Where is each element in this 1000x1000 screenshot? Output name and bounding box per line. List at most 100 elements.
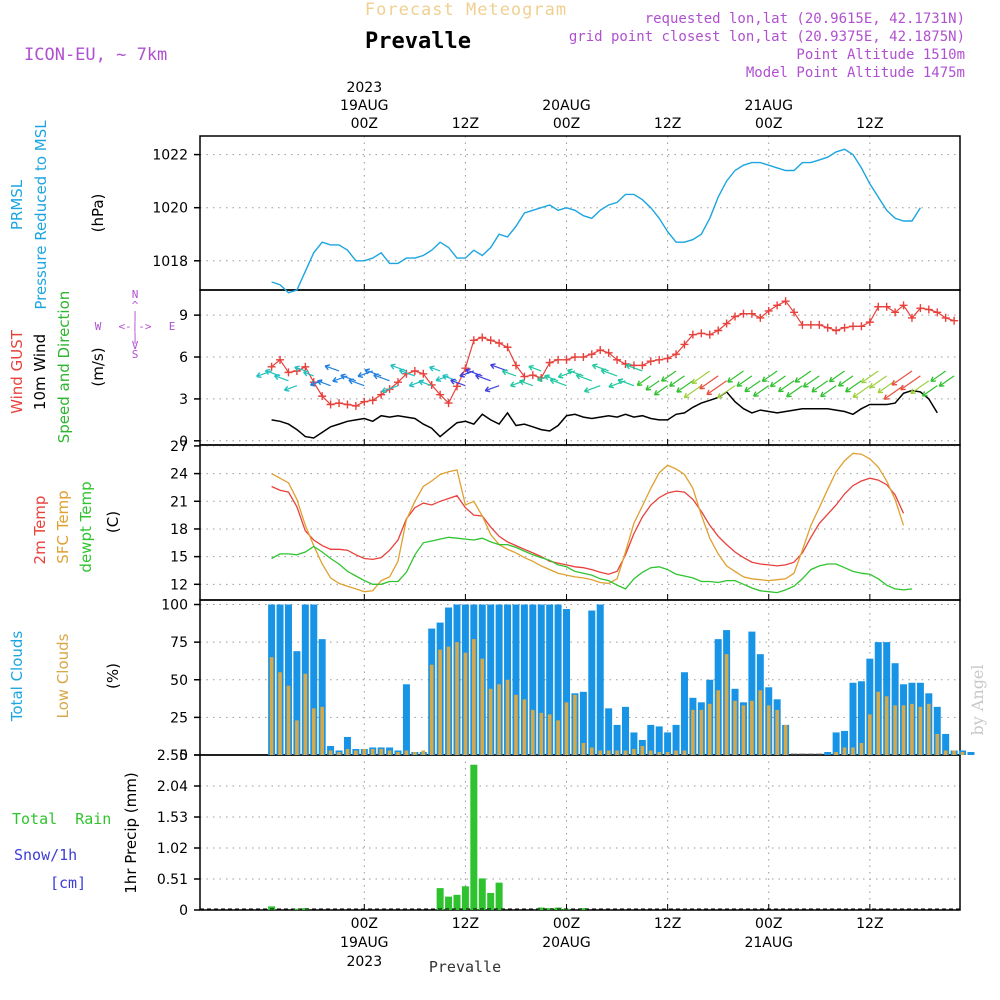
wind-arrow: [829, 370, 845, 383]
low-cloud-bar: [480, 658, 485, 755]
wind-arrowhead: [930, 376, 936, 383]
ytick-label: 50: [170, 673, 188, 689]
gust-marker: [511, 361, 520, 370]
gust-marker: [326, 400, 335, 409]
wind-arrowhead: [636, 380, 643, 386]
ytick-label: 1.02: [157, 841, 188, 857]
low-cloud-bar: [960, 751, 965, 755]
gust-marker: [351, 401, 360, 410]
gust-marker: [907, 313, 916, 322]
rain-bar: [453, 894, 461, 910]
total-cloud-bar: [495, 604, 503, 755]
gust-marker: [655, 355, 664, 364]
point-altitude: Point Altitude 1510m: [796, 47, 965, 63]
low-cloud-bar: [733, 700, 737, 755]
temp-unit: (C): [104, 511, 122, 533]
wind-arrowhead: [727, 377, 733, 383]
wind-arrowhead: [373, 373, 379, 380]
low-cloud-bar: [884, 696, 889, 755]
rain-bar: [436, 888, 444, 910]
ytick-label: 2.04: [157, 779, 188, 795]
wind-arrow: [794, 370, 812, 383]
wind-arrowhead: [744, 386, 750, 393]
gust-marker: [874, 302, 883, 311]
low-cloud-bar: [783, 724, 788, 755]
wind-arrow: [294, 366, 306, 372]
rain-bar: [546, 908, 554, 910]
gust-marker: [486, 336, 495, 345]
wind-arrow: [399, 369, 416, 377]
ytick-label: 1022: [152, 148, 188, 164]
gust-marker: [377, 390, 386, 399]
wind-arrowhead: [484, 386, 491, 393]
low-cloud-bar: [750, 700, 754, 755]
low-cloud-bar: [918, 706, 923, 755]
bottom-axis-hour: 00Z: [755, 916, 782, 932]
gust-marker: [781, 297, 790, 306]
gust-marker: [301, 362, 310, 371]
wind-arrow: [617, 379, 635, 387]
total-cloud-bar: [647, 724, 655, 755]
ytick-label: 75: [170, 635, 188, 651]
low-cloud-bar: [564, 702, 569, 755]
rain-bar: [470, 764, 478, 910]
wind-arrow: [736, 375, 753, 387]
gust-marker: [570, 353, 579, 362]
wind-arrowhead: [435, 376, 442, 383]
low-cloud-bar: [716, 690, 720, 755]
gust-marker: [798, 320, 807, 329]
total-cloud-bar: [824, 751, 832, 755]
wind-arrowhead: [706, 389, 712, 396]
wind-arrowhead: [357, 371, 364, 378]
low-cloud-bar: [952, 750, 956, 755]
gust-marker: [865, 318, 874, 327]
wind-arrowhead: [544, 374, 550, 381]
total-cloud-bar: [402, 684, 410, 755]
low-cloud-bar: [927, 703, 931, 755]
gust-marker: [672, 350, 681, 359]
low-cloud-bar: [379, 748, 383, 755]
total-cloud-bar: [866, 658, 874, 755]
low-cloud-bar: [623, 750, 628, 755]
gust-marker: [495, 339, 504, 348]
wind-arrowhead: [820, 391, 826, 398]
wind-arrow: [373, 374, 390, 382]
low-cloud-bar: [488, 688, 493, 755]
gust-marker: [773, 301, 782, 310]
gust-marker: [335, 399, 344, 408]
wind-labels: Wind GUST 10m Wind Speed and Direction (…: [8, 288, 175, 443]
gust-marker: [621, 360, 630, 369]
wind-arrow: [654, 385, 668, 396]
rain-bar: [579, 908, 587, 910]
wind-arrowhead: [669, 381, 675, 387]
wind-arrowhead: [256, 372, 262, 379]
ytick-label: 3: [179, 392, 188, 408]
ytick-label: 12: [170, 577, 188, 593]
total-cloud-bar: [672, 724, 680, 755]
wind-arrow: [592, 364, 609, 372]
low-cloud-bar: [589, 747, 594, 755]
total-cloud-bar: [318, 639, 326, 755]
wind-arrowhead: [340, 373, 346, 380]
total-cloud-bar: [849, 682, 857, 755]
total-cloud-bar: [967, 751, 975, 755]
panel-frame: [199, 444, 961, 601]
total-cloud-bar: [613, 724, 621, 755]
wind-arrowhead: [802, 382, 809, 388]
wind-arrowhead: [283, 385, 290, 392]
total-cloud-bar: [546, 604, 554, 755]
cloud-label-low: Low Clouds: [54, 633, 72, 718]
low-cloud-bar: [328, 750, 333, 755]
low-cloud-bar: [868, 714, 872, 755]
low-cloud-bar: [851, 747, 855, 755]
wind-arrow: [869, 375, 888, 389]
low-cloud-bar: [531, 709, 535, 755]
wind-arrow: [348, 379, 365, 387]
plot-area: 1018102010220369121518212427025507510000…: [152, 135, 975, 919]
low-cloud-bar: [404, 750, 409, 755]
wind-arrowhead: [860, 377, 867, 384]
gust-marker: [790, 308, 799, 317]
low-cloud-bar: [354, 750, 358, 755]
low-cloud-bar: [446, 646, 451, 755]
compass-vbar: |: [132, 309, 139, 322]
